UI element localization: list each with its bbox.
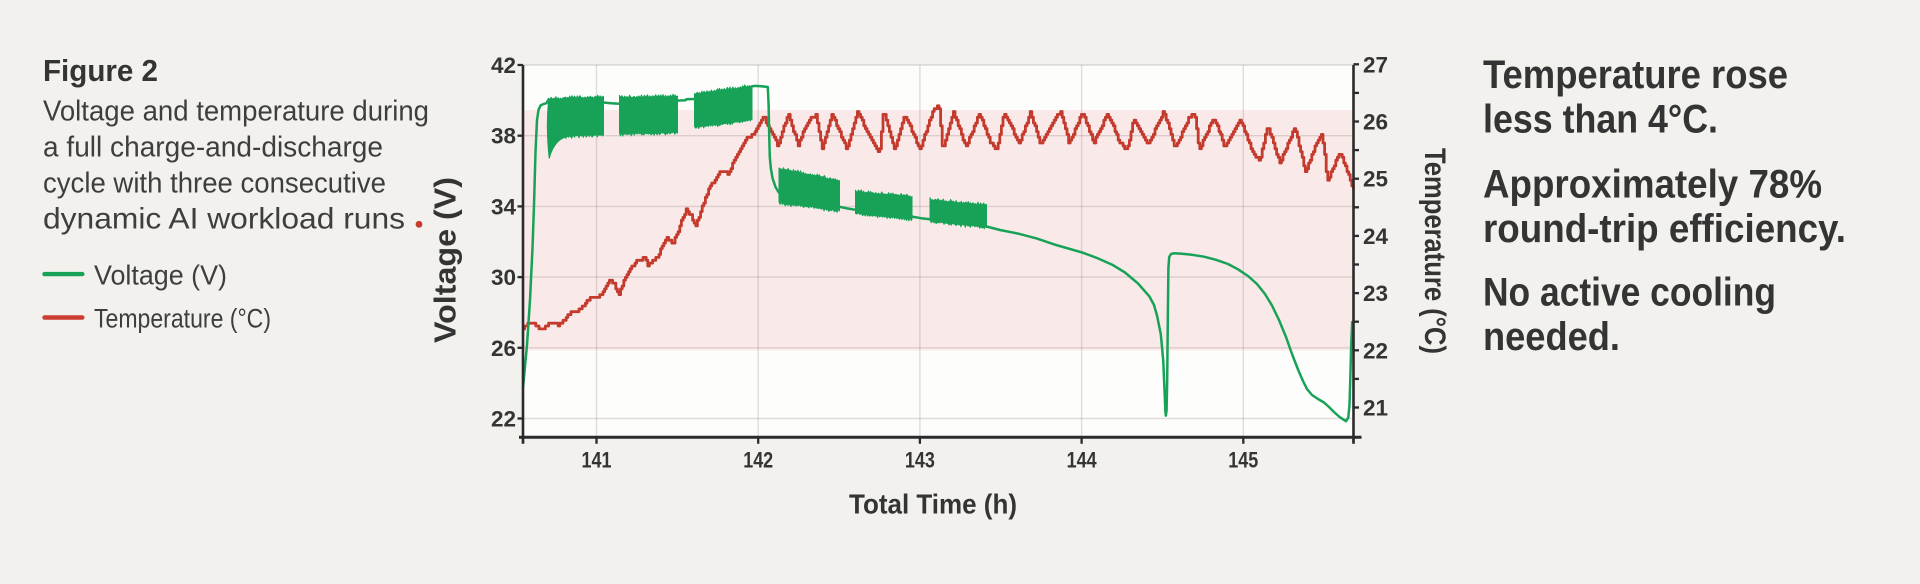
svg-text:34: 34 xyxy=(491,194,517,219)
svg-text:No active cooling: No active cooling xyxy=(1483,271,1776,315)
svg-text:144: 144 xyxy=(1067,448,1097,473)
svg-text:round-trip efficiency.: round-trip efficiency. xyxy=(1483,207,1846,251)
svg-text:22: 22 xyxy=(491,407,516,432)
svg-text:Voltage (V): Voltage (V) xyxy=(94,260,227,291)
svg-text:Total Time (h): Total Time (h) xyxy=(849,489,1017,520)
svg-text:143: 143 xyxy=(905,448,935,473)
svg-text:Voltage (V): Voltage (V) xyxy=(428,177,463,343)
svg-text:24: 24 xyxy=(1363,224,1389,249)
svg-text:141: 141 xyxy=(582,448,612,473)
svg-text:42: 42 xyxy=(491,53,516,78)
svg-text:21: 21 xyxy=(1363,396,1388,421)
svg-text:Voltage and temperature during: Voltage and temperature during xyxy=(43,96,429,128)
svg-text:Figure 2: Figure 2 xyxy=(43,54,158,88)
svg-text:Temperature rose: Temperature rose xyxy=(1483,53,1788,97)
svg-text:dynamic AI workload runs: dynamic AI workload runs xyxy=(43,202,405,235)
svg-text:38: 38 xyxy=(491,124,516,149)
svg-text:22: 22 xyxy=(1363,338,1388,363)
svg-text:Approximately 78%: Approximately 78% xyxy=(1483,162,1822,206)
svg-text:23: 23 xyxy=(1363,281,1388,306)
svg-text:Temperature (°C): Temperature (°C) xyxy=(94,304,271,334)
svg-text:26: 26 xyxy=(491,336,516,361)
svg-text:a full charge-and-discharge: a full charge-and-discharge xyxy=(43,132,383,164)
svg-text:less than 4°C.: less than 4°C. xyxy=(1483,98,1718,142)
svg-text:25: 25 xyxy=(1363,167,1388,192)
svg-text:Temperature (°C): Temperature (°C) xyxy=(1418,148,1451,354)
svg-text:cycle with three consecutive: cycle with three consecutive xyxy=(43,168,386,200)
svg-text:27: 27 xyxy=(1363,52,1388,77)
svg-text:26: 26 xyxy=(1363,110,1388,135)
svg-text:145: 145 xyxy=(1228,448,1258,473)
svg-text:30: 30 xyxy=(491,265,516,290)
svg-text:needed.: needed. xyxy=(1483,315,1620,359)
svg-text:142: 142 xyxy=(743,448,773,473)
